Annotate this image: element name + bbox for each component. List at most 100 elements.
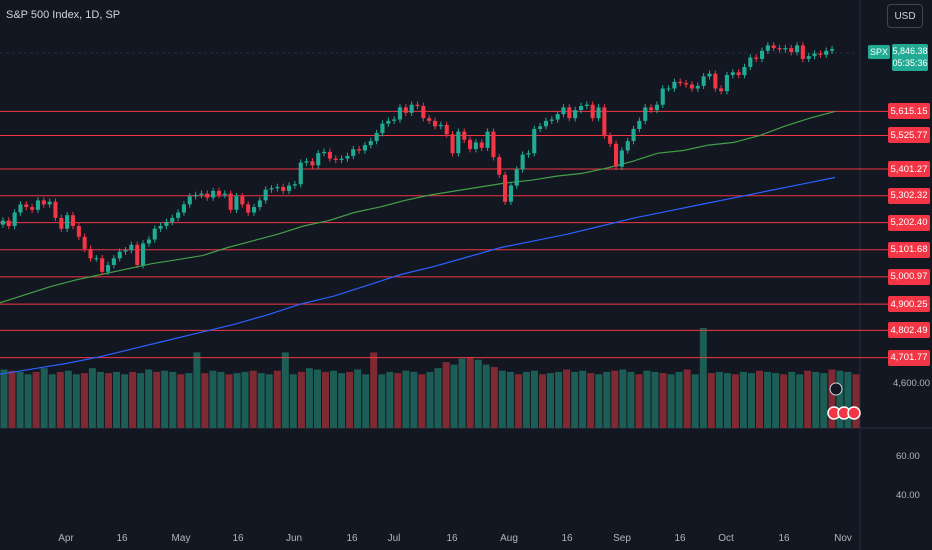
candle-body	[701, 76, 706, 86]
candle-body	[199, 193, 204, 195]
volume-bar	[169, 371, 177, 428]
volume-bar	[402, 370, 410, 428]
candle-body	[216, 190, 221, 195]
candle-body	[170, 217, 175, 222]
volume-bar	[217, 371, 225, 428]
candle-body	[205, 193, 210, 198]
candle-body	[602, 107, 607, 136]
candle-body	[771, 45, 776, 49]
volume-axis-label-40: 40.00	[896, 490, 920, 501]
candle-body	[438, 124, 443, 127]
x-axis-tick-label: 16	[346, 533, 358, 544]
candle-body	[614, 143, 619, 167]
candle-body	[12, 212, 17, 226]
volume-bar	[362, 374, 370, 428]
volume-bar	[410, 371, 418, 428]
candle-body	[287, 185, 292, 191]
x-axis-tick-label: Jun	[286, 533, 302, 544]
volume-bar	[595, 374, 603, 428]
x-axis-tick-label: Sep	[613, 533, 631, 544]
candle-body	[304, 161, 309, 163]
volume-bar	[506, 371, 514, 428]
candle-body	[403, 107, 408, 113]
candle-body	[462, 131, 467, 140]
candle-body	[269, 188, 274, 190]
volume-bar	[161, 370, 169, 428]
candle-body	[374, 133, 379, 142]
countdown: 05:35:36	[892, 58, 928, 68]
price-axis-label: 4,600.00	[893, 378, 930, 389]
volume-bar	[257, 373, 265, 428]
volume-bar	[643, 370, 651, 428]
volume-bar	[756, 370, 763, 428]
level-price-label: 4,701.77	[888, 349, 930, 366]
candle-body	[730, 72, 735, 75]
volume-bar	[780, 374, 788, 428]
volume-bar	[683, 369, 691, 428]
volume-bar	[225, 374, 233, 428]
x-axis-tick-label: May	[172, 533, 191, 544]
candle-body	[35, 200, 40, 210]
candle-body	[561, 107, 566, 115]
candle-body	[579, 106, 584, 110]
candle-body	[631, 128, 636, 141]
candle-body	[240, 196, 245, 205]
level-price-label: 4,802.49	[888, 322, 930, 339]
volume-bar	[96, 371, 104, 428]
candle-body	[257, 200, 262, 208]
volume-bar	[305, 368, 313, 428]
candle-body	[748, 57, 753, 67]
candle-body	[800, 45, 805, 59]
volume-bar	[378, 374, 386, 428]
candle-body	[292, 184, 297, 186]
volume-bar	[627, 371, 635, 428]
volume-bar	[346, 371, 354, 428]
candle-body	[760, 50, 765, 59]
candle-body	[41, 200, 46, 205]
candle-body	[666, 88, 671, 90]
volume-bar	[145, 369, 153, 428]
volume-bar	[555, 371, 563, 428]
candle-body	[351, 149, 356, 156]
candle-body	[263, 189, 268, 201]
volume-bar	[748, 373, 755, 428]
volume-bar	[289, 374, 297, 428]
volume-bar	[121, 374, 129, 428]
candle-body	[608, 135, 613, 144]
volume-bar	[354, 369, 362, 428]
candle-body	[707, 73, 712, 77]
volume-bar	[587, 373, 595, 428]
volume-bar	[723, 373, 731, 428]
volume-bar	[297, 371, 305, 428]
candle-body	[158, 226, 163, 229]
candle-body	[625, 141, 630, 151]
x-axis-tick-label: 16	[232, 533, 244, 544]
volume-bar	[715, 371, 723, 428]
symbol-tag: SPX	[868, 45, 890, 59]
volume-bar	[105, 373, 112, 428]
volume-bar	[579, 370, 587, 428]
candle-body	[164, 221, 169, 226]
currency-button[interactable]: USD	[887, 4, 923, 28]
candle-body	[59, 217, 64, 229]
candle-body	[713, 73, 718, 89]
level-price-label: 5,202.40	[888, 214, 930, 231]
volume-bar	[88, 368, 96, 428]
candle-body	[211, 190, 216, 198]
volume-bar	[273, 370, 281, 428]
volume-bar	[772, 373, 780, 428]
x-axis-tick-label: Aug	[500, 533, 518, 544]
candle-body	[468, 139, 473, 150]
volume-bar	[844, 371, 852, 428]
candle-body	[298, 162, 303, 185]
volume-bar	[739, 371, 747, 428]
volume-bar	[635, 374, 643, 428]
candle-body	[789, 48, 794, 53]
candle-body	[415, 104, 420, 106]
candle-body	[339, 158, 344, 160]
x-axis-tick-label: 16	[778, 533, 790, 544]
volume-bar	[265, 374, 273, 428]
candle-body	[117, 251, 122, 259]
candle-body	[368, 141, 373, 146]
